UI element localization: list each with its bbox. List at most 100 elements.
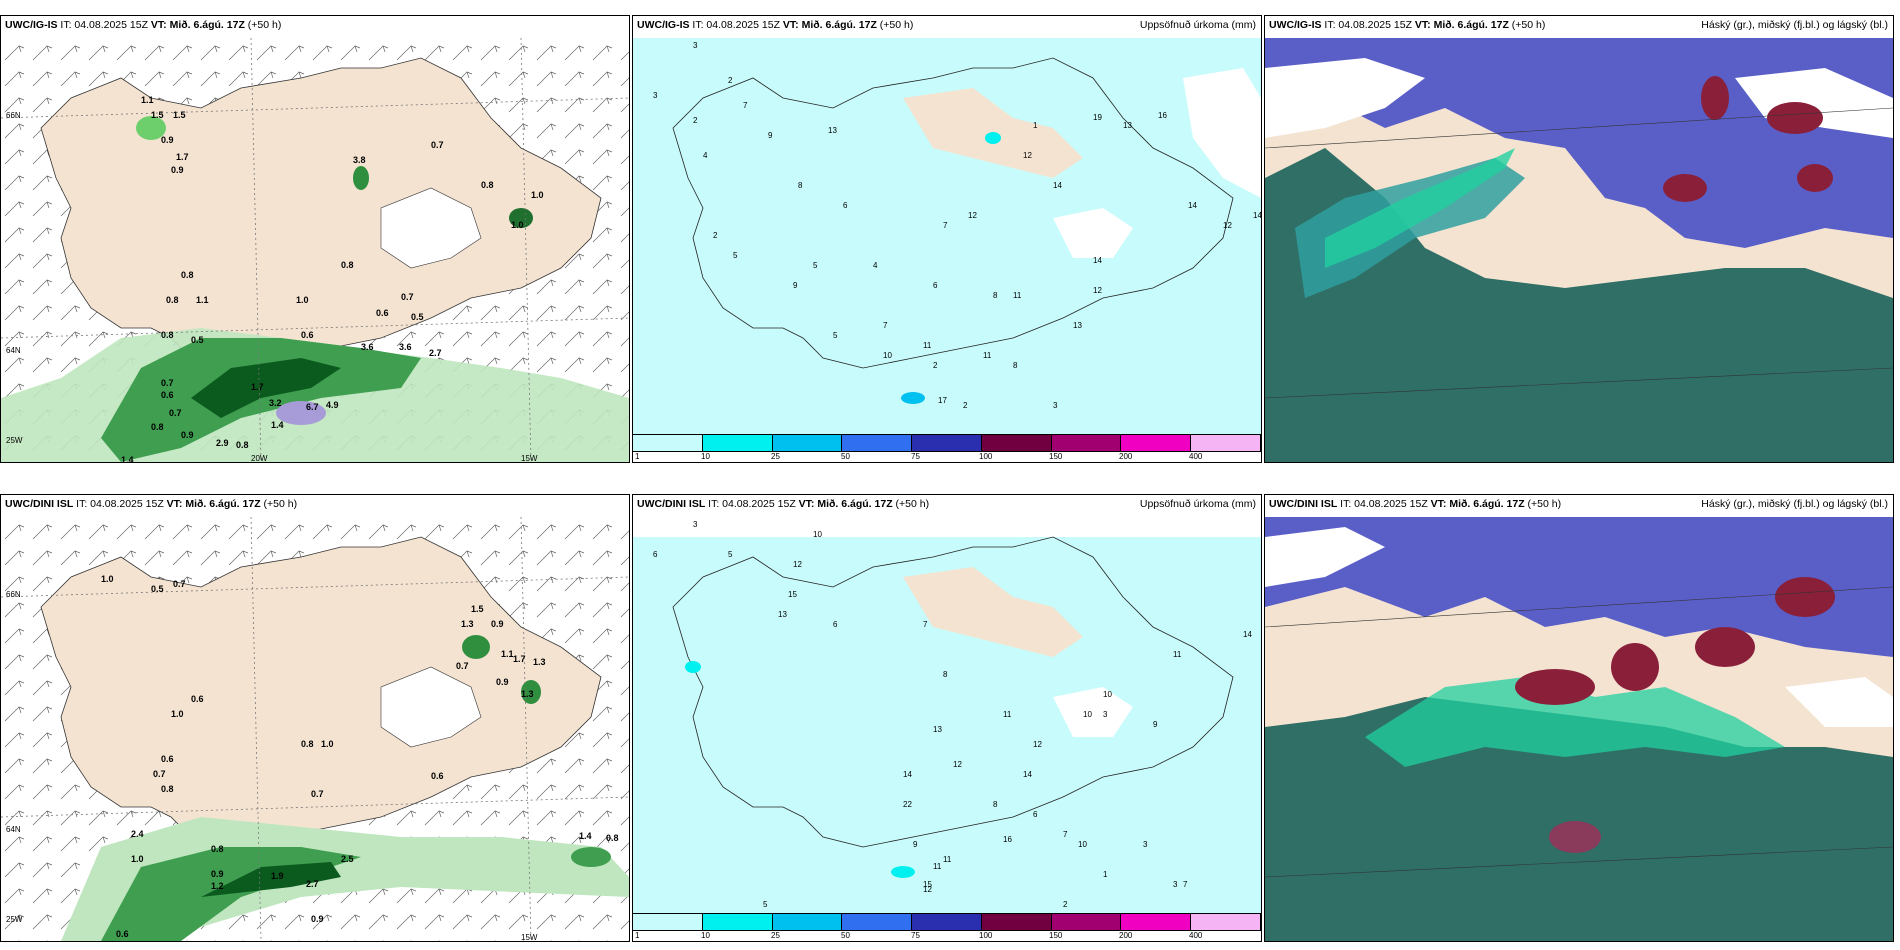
value-label: 14 [903,770,912,779]
value-label: 11 [923,341,932,350]
colorbar-tick: 400 [1189,931,1203,940]
value-label: 3 [1103,710,1108,719]
value-label: 0.8 [181,270,194,280]
value-label: 9 [1153,720,1158,729]
colorbar-cell [1051,914,1122,930]
value-label: 1.0 [171,709,184,719]
value-label: 8 [943,670,948,679]
value-label: 3 [1143,840,1148,849]
value-label: 0.9 [171,165,184,175]
value-label: 0.8 [161,330,174,340]
value-label: 0.8 [236,440,249,450]
colorbar-cell [912,914,982,930]
precip-map: 1.0 0.5 0.7 1.5 1.3 0.9 1.1 0.7 0.9 1.7 1.3 1.3 0.6 1… [1,517,629,941]
panel-header: UWC/DINI ISL IT: 04.08.2025 15Z VT: Mið.… [1265,495,1893,517]
value-label: 14 [1093,256,1102,265]
colorbar-tick: 75 [911,931,920,940]
model-name: UWC/IG-IS [5,19,58,31]
value-label: 14 [1253,211,1261,220]
value-label: 0.7 [153,769,166,779]
value-label: 0.9 [491,619,504,629]
value-label: 7 [923,620,928,629]
value-label: 1.4 [121,455,134,462]
value-label: 1.5 [151,110,164,120]
value-label: 6 [833,620,838,629]
value-label: 13 [778,610,787,619]
value-label: 7 [743,101,748,110]
value-label: 1.1 [501,649,514,659]
value-label: 10 [1103,690,1112,699]
panel-cloud-row1: UWC/IG-IS IT: 04.08.2025 15Z VT: Mið. 6.… [1264,15,1894,463]
value-label: 2.4 [131,829,144,839]
lat-label: 64N [6,346,21,355]
value-label: 0.6 [161,390,174,400]
value-label: 1.3 [533,657,546,667]
precip-colorbar: 1 10 25 50 75 100 150 200 400 [633,434,1261,462]
value-label: 1.5 [173,110,186,120]
colorbar-cell [633,435,703,451]
panel-accum-row2: UWC/DINI ISL IT: 04.08.2025 15Z VT: Mið.… [632,494,1262,942]
colorbar-cells [633,434,1261,452]
lat-label: 25W [6,915,23,924]
value-label: 0.8 [211,844,224,854]
value-label: 3.6 [361,342,374,352]
colorbar-ticks: 1 10 25 50 75 100 150 200 400 [633,931,1261,941]
value-label: 11 [1003,710,1012,719]
value-label: 11 [933,862,942,871]
colorbar-cell [981,435,1052,451]
value-label: 11 [983,351,992,360]
value-label: 3.8 [353,155,366,165]
value-label: 3 [1173,880,1178,889]
colorbar-cell [772,914,843,930]
value-label: 0.7 [431,140,444,150]
value-label: 5 [833,331,838,340]
lat-label: 64N [6,825,21,834]
init-time: IT: 04.08.2025 15Z [60,19,148,31]
value-label: 13 [1123,121,1132,130]
value-label: 0.9 [211,869,224,879]
accum-map: 3 6 5 10 12 15 13 6 7 8 11 13 12 14 10 10 11 14 9 8 6 7 10 12 14… [633,517,1261,913]
colorbar-tick: 10 [701,931,710,940]
model-name: UWC/DINI ISL [1269,498,1338,510]
value-label: 1 [1103,870,1108,879]
colorbar-tick: 100 [979,931,993,940]
colorbar-tick: 1 [635,931,640,940]
value-label: 11 [943,855,952,864]
colorbar-tick: 25 [771,452,780,461]
value-label: 1.4 [579,831,592,841]
model-name: UWC/IG-IS [1269,19,1322,31]
value-label: 4 [873,261,878,270]
valid-label: VT: [798,498,815,510]
value-label: 0.9 [181,430,194,440]
value-label: 4 [703,151,708,160]
colorbar-tick: 400 [1189,452,1203,461]
lon-label: 15W [521,933,538,942]
lead-time: (+50 h) [247,19,282,31]
value-label: 6 [843,201,848,210]
value-label: 0.5 [151,584,164,594]
panel-header: UWC/IG-IS IT: 04.08.2025 15Z VT: Mið. 6.… [1,16,629,38]
value-label: 19 [1093,113,1102,122]
value-label: 1.0 [131,854,144,864]
value-label: 15 [788,590,797,599]
value-label: 14 [1023,770,1032,779]
colorbar-cell [842,435,913,451]
value-label: 0.8 [161,784,174,794]
value-label: 2 [963,401,968,410]
value-label: 0.6 [191,694,204,704]
value-label: 16 [1003,835,1012,844]
value-label: 3 [693,520,698,529]
colorbar-cell [772,435,843,451]
colorbar-cell [981,914,1052,930]
panel-header: UWC/DINI ISL IT: 04.08.2025 15Z VT: Mið.… [1,495,629,517]
accum-title: Uppsöfnuð úrkoma (mm) [1139,498,1256,510]
panel-precip-row2: UWC/DINI ISL IT: 04.08.2025 15Z VT: Mið.… [0,494,630,942]
value-label: 1.3 [521,689,534,699]
value-label: 1 [1033,121,1038,130]
lead-time: (+50 h) [895,498,930,510]
cloud-title: Háský (gr.), miðský (fj.bl.) og lágský (… [1701,19,1888,31]
value-label: 2.7 [306,879,319,889]
value-label: 0.8 [301,739,314,749]
colorbar-tick: 100 [979,452,993,461]
value-label: 12 [953,760,962,769]
